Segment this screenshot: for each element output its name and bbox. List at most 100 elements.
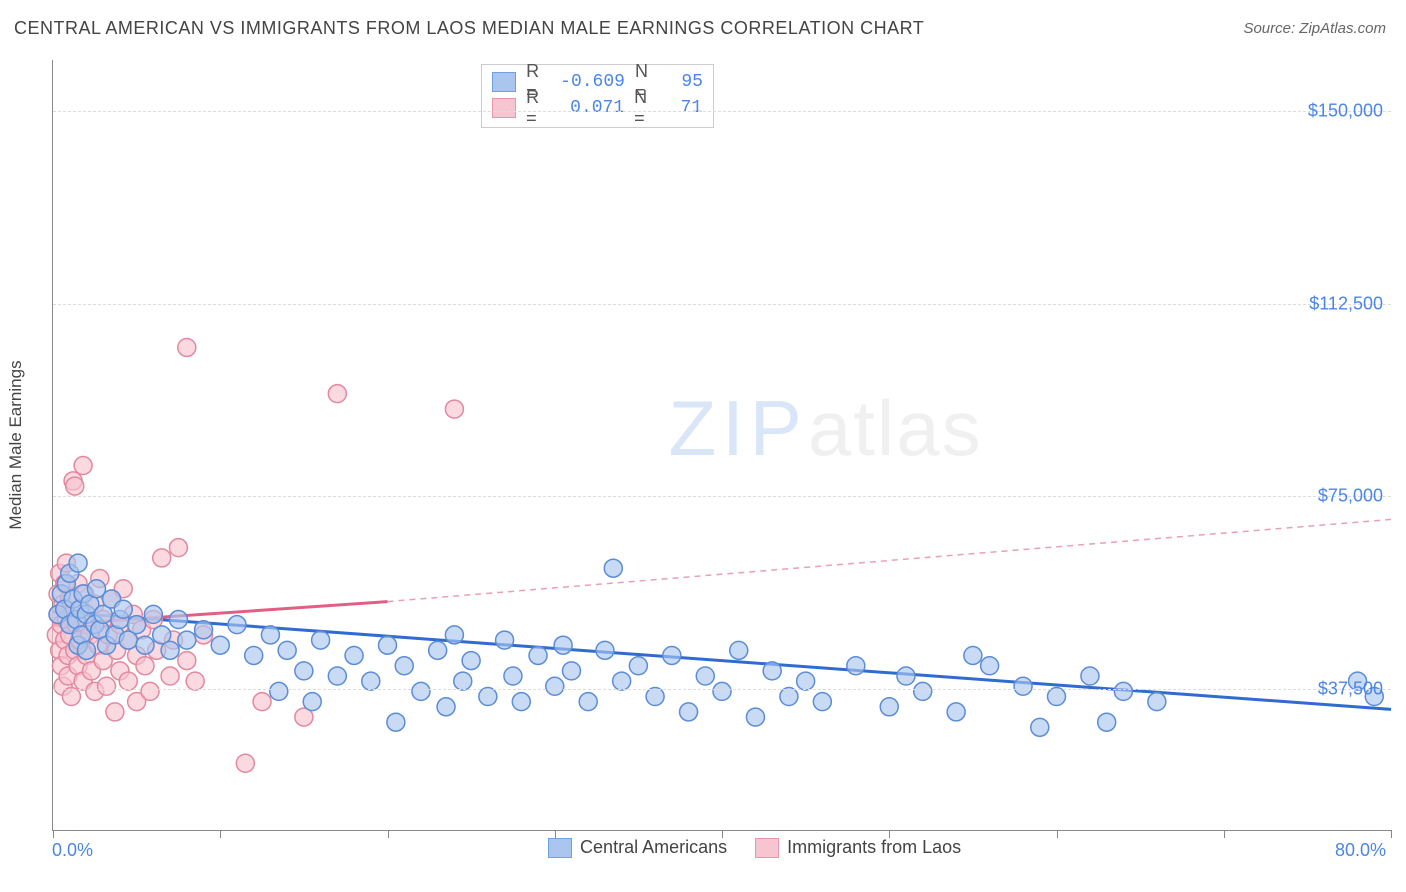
gridline-h — [53, 111, 1391, 112]
pink-point — [106, 703, 124, 721]
blue-point — [529, 646, 547, 664]
blue-point — [114, 600, 132, 618]
blue-point — [663, 646, 681, 664]
chart-title: CENTRAL AMERICAN VS IMMIGRANTS FROM LAOS… — [14, 18, 924, 39]
legend-label: Central Americans — [580, 837, 727, 858]
blue-point — [479, 688, 497, 706]
blue-point — [880, 698, 898, 716]
blue-point — [613, 672, 631, 690]
pink-point — [253, 693, 271, 711]
blue-point — [947, 703, 965, 721]
blue-point — [1098, 713, 1116, 731]
n-value: 71 — [668, 98, 702, 118]
blue-point — [454, 672, 472, 690]
blue-point — [1114, 682, 1132, 700]
scatter-points-svg — [53, 60, 1391, 830]
blue-point — [713, 682, 731, 700]
x-tick — [889, 830, 890, 838]
y-tick-label: $37,500 — [1318, 678, 1383, 699]
stats-row: R =0.071N =71 — [492, 95, 703, 121]
x-tick — [1391, 830, 1392, 838]
blue-point — [77, 641, 95, 659]
pink-point — [74, 457, 92, 475]
blue-point — [387, 713, 405, 731]
x-tick — [1057, 830, 1058, 838]
blue-point — [328, 667, 346, 685]
blue-point — [746, 708, 764, 726]
blue-point — [914, 682, 932, 700]
blue-point — [1031, 718, 1049, 736]
blue-point — [554, 636, 572, 654]
legend-swatch — [492, 98, 516, 118]
stats-legend-box: R =-0.609N =95R =0.071N =71 — [481, 64, 714, 128]
blue-point — [813, 693, 831, 711]
pink-point — [445, 400, 463, 418]
blue-point — [128, 616, 146, 634]
pink-point — [66, 477, 84, 495]
blue-point — [437, 698, 455, 716]
blue-point — [579, 693, 597, 711]
legend-swatch — [755, 838, 779, 858]
pink-point — [161, 667, 179, 685]
blue-point — [245, 646, 263, 664]
blue-point — [362, 672, 380, 690]
blue-point — [144, 605, 162, 623]
blue-point — [680, 703, 698, 721]
pink-point — [153, 549, 171, 567]
blue-point — [303, 693, 321, 711]
bottom-legend: Central Americans Immigrants from Laos — [548, 837, 961, 858]
pink-point — [178, 652, 196, 670]
blue-point — [1048, 688, 1066, 706]
blue-point — [981, 657, 999, 675]
legend-label: Immigrants from Laos — [787, 837, 961, 858]
n-label: N = — [634, 87, 658, 129]
stats-row: R =-0.609N =95 — [492, 69, 703, 95]
gridline-h — [53, 304, 1391, 305]
blue-point — [429, 641, 447, 659]
blue-point — [897, 667, 915, 685]
r-label: R = — [526, 87, 550, 129]
blue-point — [295, 662, 313, 680]
plot-area: ZIPatlas R =-0.609N =95R =0.071N =71 Cen… — [52, 60, 1391, 831]
blue-point — [445, 626, 463, 644]
x-tick — [220, 830, 221, 838]
pink-point — [169, 539, 187, 557]
x-tick — [388, 830, 389, 838]
bottom-legend-item: Immigrants from Laos — [755, 837, 961, 858]
blue-point — [964, 646, 982, 664]
x-axis-max-label: 80.0% — [1335, 840, 1386, 861]
blue-point — [270, 682, 288, 700]
pink-point — [178, 338, 196, 356]
pink-point — [186, 672, 204, 690]
legend-swatch — [492, 72, 516, 92]
blue-point — [797, 672, 815, 690]
blue-point — [847, 657, 865, 675]
x-tick — [555, 830, 556, 838]
pink-point — [98, 677, 116, 695]
pink-point — [328, 385, 346, 403]
blue-point — [596, 641, 614, 659]
blue-point — [604, 559, 622, 577]
blue-point — [629, 657, 647, 675]
blue-point — [379, 636, 397, 654]
blue-point — [562, 662, 580, 680]
blue-point — [228, 616, 246, 634]
blue-point — [462, 652, 480, 670]
blue-point — [646, 688, 664, 706]
gridline-h — [53, 496, 1391, 497]
source-label: Source: ZipAtlas.com — [1243, 20, 1386, 37]
blue-point — [1081, 667, 1099, 685]
blue-point — [504, 667, 522, 685]
y-tick-label: $112,500 — [1309, 293, 1383, 314]
blue-point — [261, 626, 279, 644]
legend-swatch — [548, 838, 572, 858]
blue-point — [412, 682, 430, 700]
blue-point — [730, 641, 748, 659]
y-tick-label: $75,000 — [1318, 486, 1383, 507]
blue-point — [195, 621, 213, 639]
pink-point — [141, 682, 159, 700]
blue-point — [496, 631, 514, 649]
blue-point — [780, 688, 798, 706]
gridline-h — [53, 689, 1391, 690]
x-tick — [53, 830, 54, 838]
